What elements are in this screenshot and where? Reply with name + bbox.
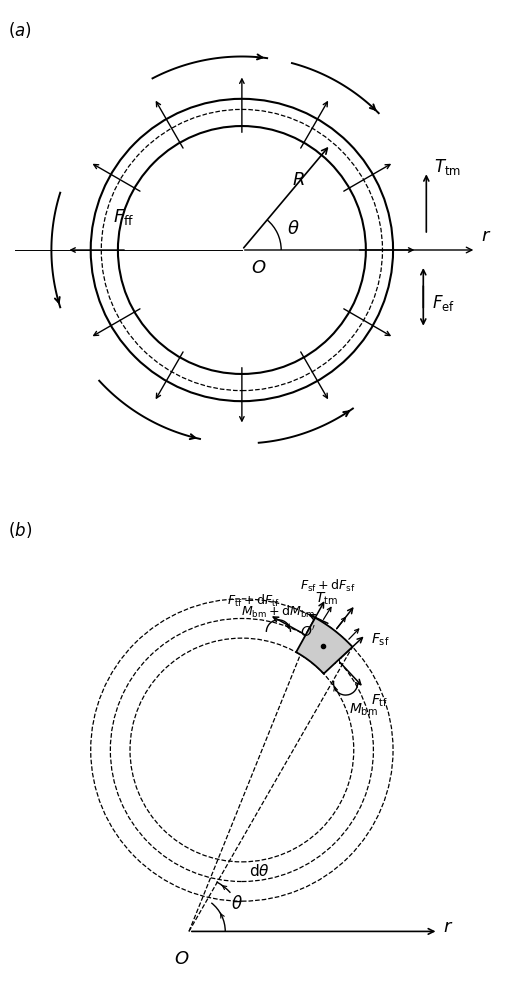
Text: $F_{\mathrm{ef}}$: $F_{\mathrm{ef}}$ bbox=[432, 293, 455, 313]
Text: $M_{\mathrm{bm}}+\mathrm{d}M_{\mathrm{bm}}$: $M_{\mathrm{bm}}+\mathrm{d}M_{\mathrm{bm… bbox=[241, 604, 315, 620]
Text: $F_{\mathrm{ff}}$: $F_{\mathrm{ff}}$ bbox=[326, 651, 343, 667]
Text: $F_{\mathrm{sf}}$: $F_{\mathrm{sf}}$ bbox=[371, 631, 389, 648]
Text: $F_{\mathrm{ff}}$: $F_{\mathrm{ff}}$ bbox=[113, 207, 135, 227]
Text: $(a)$: $(a)$ bbox=[8, 20, 31, 40]
Text: $F_{\mathrm{tf}}$: $F_{\mathrm{tf}}$ bbox=[372, 692, 389, 709]
Text: $\mathrm{d}\theta$: $\mathrm{d}\theta$ bbox=[249, 862, 270, 879]
Text: $r$: $r$ bbox=[481, 227, 491, 245]
Polygon shape bbox=[296, 618, 353, 674]
Text: $\theta$: $\theta$ bbox=[231, 895, 243, 913]
Text: $\theta$: $\theta$ bbox=[287, 220, 300, 238]
Text: $T_{\mathrm{tm}}$: $T_{\mathrm{tm}}$ bbox=[315, 591, 338, 607]
Text: $F_{\mathrm{sf}}+\mathrm{d}F_{\mathrm{sf}}$: $F_{\mathrm{sf}}+\mathrm{d}F_{\mathrm{sf… bbox=[300, 578, 355, 594]
Text: $O'$: $O'$ bbox=[300, 625, 317, 640]
Text: $M_{\mathrm{bm}}$: $M_{\mathrm{bm}}$ bbox=[348, 701, 377, 718]
Text: $T_{\mathrm{tm}}$: $T_{\mathrm{tm}}$ bbox=[434, 157, 461, 177]
Text: $F_{\mathrm{tf}}+\mathrm{d}F_{\mathrm{tf}}$: $F_{\mathrm{tf}}+\mathrm{d}F_{\mathrm{tf… bbox=[227, 593, 280, 609]
Text: $r$: $r$ bbox=[443, 918, 453, 936]
Text: $R$: $R$ bbox=[292, 171, 305, 189]
Text: $O$: $O$ bbox=[251, 259, 266, 277]
Text: $O$: $O$ bbox=[174, 950, 189, 968]
Text: $(b)$: $(b)$ bbox=[8, 520, 32, 540]
